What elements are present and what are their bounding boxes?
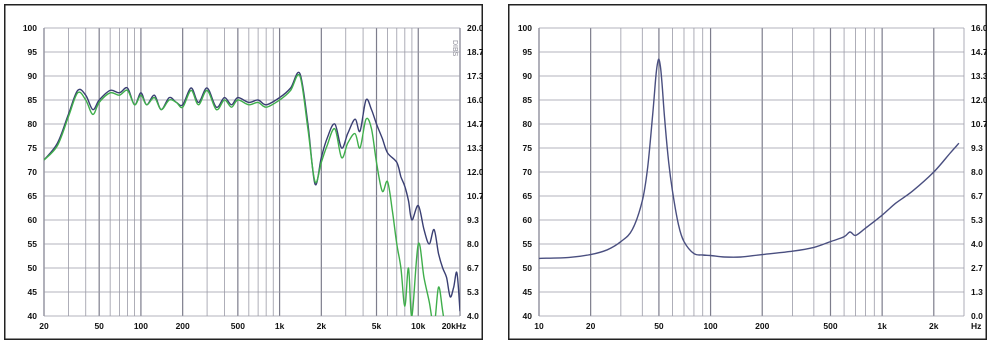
y-tick-label-right: 16.0	[971, 23, 987, 33]
x-tick-label: 10	[534, 321, 544, 331]
y-tick-label-right: 6.7	[971, 191, 983, 201]
x-tick-label: 200	[176, 321, 190, 331]
x-tick-label: 5k	[372, 321, 382, 331]
y-tick-label-left: 70	[523, 167, 533, 177]
y-tick-label-left: 85	[28, 95, 38, 105]
impedance-chart: 40 45 50 55 60 65 70 75 80 85 90 95 100 0.0 1.3 2.7 4.0 5…	[508, 4, 987, 340]
y-tick-label-left: 45	[28, 287, 38, 297]
y-tick-label-left: 100	[518, 23, 532, 33]
x-tick-label: 50	[654, 321, 664, 331]
impedance-svg: 40 45 50 55 60 65 70 75 80 85 90 95 100 0.0 1.3 2.7 4.0 5…	[508, 4, 987, 340]
tick-labels: 40 45 50 55 60 65 70 75 80 85 90 95 100 0.0 1.3 2.7 4.0 5…	[518, 23, 987, 331]
tick-labels: 40 45 50 55 60 65 70 75 80 85 90 95 100 4.0 5.3 6.7 8.0 9…	[23, 23, 483, 331]
x-tick-label: 50	[94, 321, 104, 331]
y-tick-label-right: 9.3	[467, 215, 479, 225]
y-tick-label-right: 5.3	[971, 215, 983, 225]
y-tick-label-left: 45	[523, 287, 533, 297]
x-tick-label: 10k	[411, 321, 425, 331]
y-tick-label-left: 40	[523, 311, 533, 321]
grid	[538, 27, 965, 317]
y-tick-label-left: 55	[523, 239, 533, 249]
y-tick-label-right: 20.0	[467, 23, 483, 33]
y-tick-label-right: 10.7	[467, 191, 483, 201]
x-tick-label: 1k	[275, 321, 285, 331]
y-tick-label-left: 90	[523, 71, 533, 81]
series-line	[44, 73, 445, 316]
y-tick-label-left: 80	[28, 119, 38, 129]
y-tick-label-right: 9.3	[971, 143, 983, 153]
y-tick-label-left: 55	[28, 239, 38, 249]
series-group	[44, 71, 460, 316]
frequency-response-chart: 40 45 50 55 60 65 70 75 80 85 90 95 100 4.0 5.3 6.7 8.0 9…	[4, 4, 483, 340]
x-tick-label: 1k	[877, 321, 887, 331]
y-tick-label-right: 16.0	[467, 95, 483, 105]
grid	[43, 27, 461, 317]
y-tick-label-right: 2.7	[971, 263, 983, 273]
y-tick-label-left: 90	[28, 71, 38, 81]
y-tick-label-left: 80	[523, 119, 533, 129]
y-tick-label-right: 13.3	[971, 71, 987, 81]
y-tick-label-right: 12.0	[971, 95, 987, 105]
y-tick-label-left: 75	[523, 143, 533, 153]
y-tick-label-right: 14.7	[467, 119, 483, 129]
y-tick-label-left: 65	[523, 191, 533, 201]
series-group	[539, 58, 960, 260]
y-tick-label-left: 95	[523, 47, 533, 57]
y-tick-label-right: 17.3	[467, 71, 483, 81]
brand-watermark: DIBS	[451, 40, 458, 57]
y-tick-label-left: 95	[28, 47, 38, 57]
y-tick-label-left: 75	[28, 143, 38, 153]
frequency-response-svg: 40 45 50 55 60 65 70 75 80 85 90 95 100 4.0 5.3 6.7 8.0 9…	[4, 4, 483, 340]
x-tick-label: 20kHz	[442, 321, 467, 331]
y-tick-label-right: 4.0	[467, 311, 479, 321]
x-tick-label: 2k	[929, 321, 939, 331]
y-tick-label-right: 0.0	[971, 311, 983, 321]
x-tick-label: 500	[823, 321, 837, 331]
x-tick-label: 100	[134, 321, 148, 331]
y-tick-label-left: 100	[23, 23, 37, 33]
y-tick-label-right: 1.3	[971, 287, 983, 297]
y-tick-label-left: 50	[523, 263, 533, 273]
y-tick-label-right: 18.7	[467, 47, 483, 57]
y-tick-label-right: 10.7	[971, 119, 987, 129]
y-tick-label-left: 40	[28, 311, 38, 321]
x-tick-label: 100	[703, 321, 717, 331]
x-tick-label: 200	[755, 321, 769, 331]
y-tick-label-left: 70	[28, 167, 38, 177]
y-tick-label-right: 12.0	[467, 167, 483, 177]
x-tick-label: 20	[39, 321, 49, 331]
x-tick-label: 20	[586, 321, 596, 331]
y-tick-label-right: 14.7	[971, 47, 987, 57]
y-tick-label-left: 60	[28, 215, 38, 225]
y-tick-label-right: 8.0	[467, 239, 479, 249]
y-tick-label-left: 50	[28, 263, 38, 273]
y-tick-label-left: 65	[28, 191, 38, 201]
y-tick-label-right: 13.3	[467, 143, 483, 153]
y-tick-label-right: 6.7	[467, 263, 479, 273]
series-line	[539, 58, 960, 260]
y-tick-label-right: 8.0	[971, 167, 983, 177]
y-tick-label-left: 60	[523, 215, 533, 225]
x-tick-label: 500	[231, 321, 245, 331]
y-tick-label-left: 85	[523, 95, 533, 105]
x-unit-label: Hz	[971, 321, 981, 331]
x-tick-label: 2k	[317, 321, 327, 331]
y-tick-label-right: 4.0	[971, 239, 983, 249]
y-tick-label-right: 5.3	[467, 287, 479, 297]
